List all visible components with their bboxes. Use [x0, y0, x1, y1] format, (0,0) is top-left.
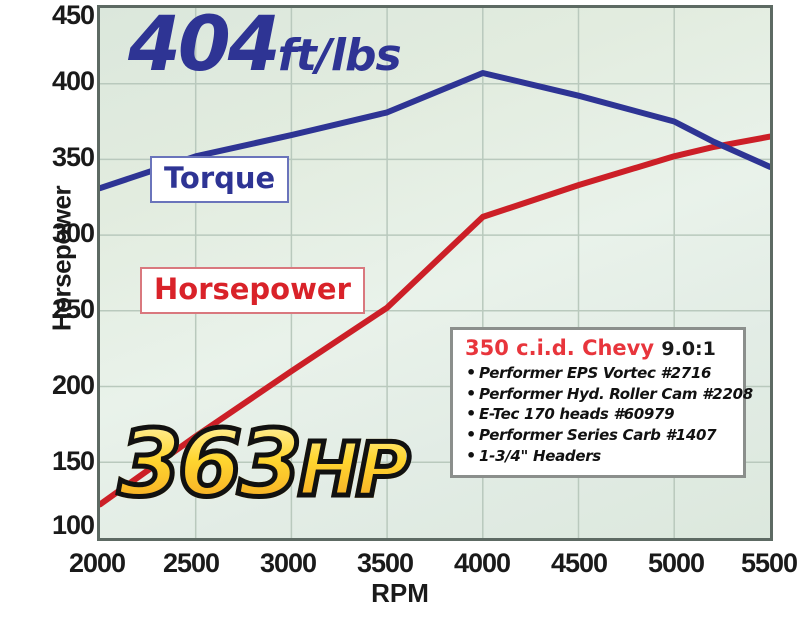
peak-horsepower-unit: HP [296, 427, 413, 513]
spec-item: Performer Hyd. Roller Cam #2208 [465, 383, 753, 405]
x-axis-title: RPM [371, 578, 429, 608]
y-tick-400: 400 [51, 66, 95, 96]
y-tick-100: 100 [51, 510, 95, 540]
y-tick-150: 150 [51, 446, 95, 476]
x-tick-2000: 2000 [68, 548, 126, 578]
peak-torque-value: 404 [128, 0, 281, 88]
x-tick-2500: 2500 [162, 548, 220, 578]
peak-horsepower-callout: 363HP [115, 415, 413, 513]
horsepower-curve-label: Horsepower [140, 267, 365, 314]
peak-horsepower-value: 363 [115, 410, 304, 517]
spec-item: E-Tec 170 heads #60979 [465, 403, 733, 425]
torque-curve [100, 70, 770, 192]
spec-engine-name: 350 c.i.d. Chevy [465, 336, 655, 360]
y-tick-300: 300 [51, 218, 95, 248]
y-tick-200: 200 [51, 370, 95, 400]
spec-box-title: 350 c.i.d. Chevy 9.0:1 [465, 337, 733, 360]
y-tick-450: 450 [51, 0, 95, 30]
spec-compression-ratio: 9.0:1 [661, 338, 716, 360]
x-tick-4500: 4500 [550, 548, 608, 578]
x-tick-4000: 4000 [453, 548, 511, 578]
x-tick-3500: 3500 [356, 548, 414, 578]
spec-item: Performer Series Carb #1407 [465, 424, 733, 446]
y-tick-250: 250 [51, 294, 95, 324]
peak-torque-callout: 404ft/lbs [128, 6, 402, 82]
spec-item: 1-3/4" Headers [465, 445, 733, 467]
spec-item: Performer EPS Vortec #2716 [465, 362, 733, 384]
torque-curve-label: Torque [150, 156, 290, 203]
horsepower-curve [100, 133, 770, 508]
y-tick-350: 350 [51, 142, 95, 172]
peak-torque-unit: ft/lbs [277, 30, 402, 81]
x-tick-3000: 3000 [259, 548, 317, 578]
x-tick-5000: 5000 [647, 548, 705, 578]
x-tick-5500: 5500 [740, 548, 798, 578]
spec-item-list: Performer EPS Vortec #2716 Performer Hyd… [465, 362, 753, 467]
engine-spec-box: 350 c.i.d. Chevy 9.0:1 Performer EPS Vor… [450, 327, 753, 479]
